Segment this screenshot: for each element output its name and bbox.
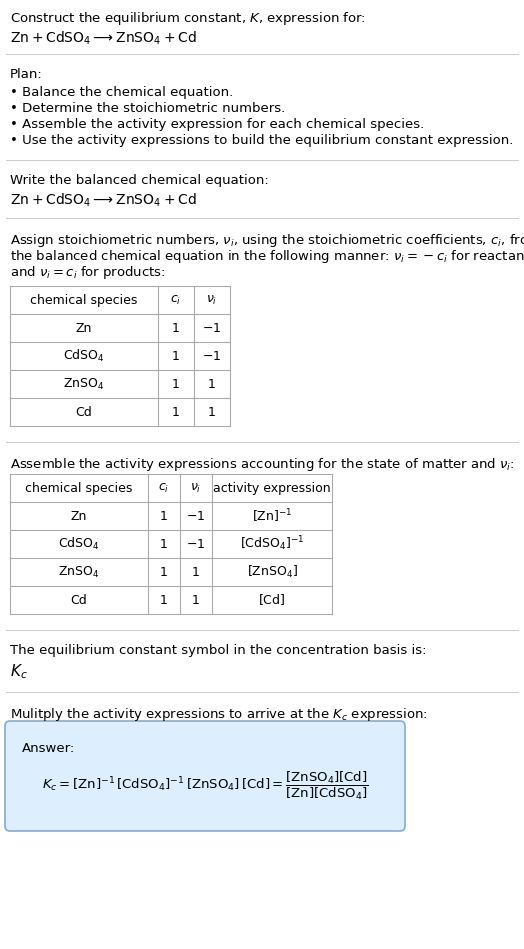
Text: chemical species: chemical species: [30, 293, 138, 307]
Text: Zn: Zn: [71, 510, 87, 523]
Text: $-1$: $-1$: [187, 510, 205, 523]
Text: chemical species: chemical species: [25, 481, 133, 494]
Text: the balanced chemical equation in the following manner: $\nu_i = -c_i$ for react: the balanced chemical equation in the fo…: [10, 248, 524, 265]
Text: Cd: Cd: [75, 405, 92, 419]
Text: Assign stoichiometric numbers, $\nu_i$, using the stoichiometric coefficients, $: Assign stoichiometric numbers, $\nu_i$, …: [10, 232, 524, 249]
Text: 1: 1: [172, 322, 180, 334]
Text: $K_c = [\mathrm{Zn}]^{-1}\,[\mathrm{CdSO_4}]^{-1}\,[\mathrm{ZnSO_4}]\,[\mathrm{C: $K_c = [\mathrm{Zn}]^{-1}\,[\mathrm{CdSO…: [42, 770, 368, 802]
Text: $\mathrm{Zn + CdSO_4 \longrightarrow ZnSO_4 + Cd}$: $\mathrm{Zn + CdSO_4 \longrightarrow ZnS…: [10, 30, 196, 47]
Text: 1: 1: [172, 349, 180, 363]
Text: 1: 1: [192, 566, 200, 579]
Text: activity expression: activity expression: [213, 481, 331, 494]
Text: 1: 1: [160, 537, 168, 550]
Text: Zn: Zn: [76, 322, 92, 334]
Text: Construct the equilibrium constant, $K$, expression for:: Construct the equilibrium constant, $K$,…: [10, 10, 366, 27]
Text: $[\mathrm{CdSO_4}]^{-1}$: $[\mathrm{CdSO_4}]^{-1}$: [240, 534, 304, 553]
Text: $\nu_i$: $\nu_i$: [206, 293, 217, 307]
Text: $K_c$: $K_c$: [10, 662, 28, 680]
Text: $[\mathrm{Cd}]$: $[\mathrm{Cd}]$: [258, 592, 286, 607]
Text: 1: 1: [208, 378, 216, 390]
Text: • Use the activity expressions to build the equilibrium constant expression.: • Use the activity expressions to build …: [10, 134, 514, 147]
Text: Cd: Cd: [71, 593, 88, 606]
Text: The equilibrium constant symbol in the concentration basis is:: The equilibrium constant symbol in the c…: [10, 644, 427, 657]
Text: • Assemble the activity expression for each chemical species.: • Assemble the activity expression for e…: [10, 118, 424, 131]
Text: 1: 1: [172, 378, 180, 390]
Text: $-1$: $-1$: [202, 349, 222, 363]
Text: $[\mathrm{ZnSO_4}]$: $[\mathrm{ZnSO_4}]$: [246, 564, 298, 580]
Text: $-1$: $-1$: [202, 322, 222, 334]
Text: $\mathrm{Zn + CdSO_4 \longrightarrow ZnSO_4 + Cd}$: $\mathrm{Zn + CdSO_4 \longrightarrow ZnS…: [10, 192, 196, 210]
Text: $\mathrm{CdSO_4}$: $\mathrm{CdSO_4}$: [63, 348, 105, 364]
Text: • Balance the chemical equation.: • Balance the chemical equation.: [10, 86, 233, 99]
Text: $c_i$: $c_i$: [170, 293, 182, 307]
Text: Assemble the activity expressions accounting for the state of matter and $\nu_i$: Assemble the activity expressions accoun…: [10, 456, 515, 473]
Text: $\mathrm{CdSO_4}$: $\mathrm{CdSO_4}$: [58, 536, 100, 552]
Text: 1: 1: [172, 405, 180, 419]
Text: and $\nu_i = c_i$ for products:: and $\nu_i = c_i$ for products:: [10, 264, 166, 281]
Text: 1: 1: [208, 405, 216, 419]
Text: $c_i$: $c_i$: [158, 481, 170, 494]
Text: $[\mathrm{Zn}]^{-1}$: $[\mathrm{Zn}]^{-1}$: [252, 507, 292, 525]
Text: 1: 1: [192, 593, 200, 606]
Text: Write the balanced chemical equation:: Write the balanced chemical equation:: [10, 174, 269, 187]
Text: $\mathrm{ZnSO_4}$: $\mathrm{ZnSO_4}$: [58, 565, 100, 580]
Text: 1: 1: [160, 566, 168, 579]
Text: $\nu_i$: $\nu_i$: [190, 481, 202, 494]
Text: $-1$: $-1$: [187, 537, 205, 550]
Text: Plan:: Plan:: [10, 68, 43, 81]
Text: Answer:: Answer:: [22, 742, 75, 755]
Text: 1: 1: [160, 593, 168, 606]
Text: • Determine the stoichiometric numbers.: • Determine the stoichiometric numbers.: [10, 102, 285, 115]
Text: 1: 1: [160, 510, 168, 523]
Text: Mulitply the activity expressions to arrive at the $K_c$ expression:: Mulitply the activity expressions to arr…: [10, 706, 428, 723]
Text: $\mathrm{ZnSO_4}$: $\mathrm{ZnSO_4}$: [63, 377, 105, 392]
FancyBboxPatch shape: [5, 721, 405, 831]
